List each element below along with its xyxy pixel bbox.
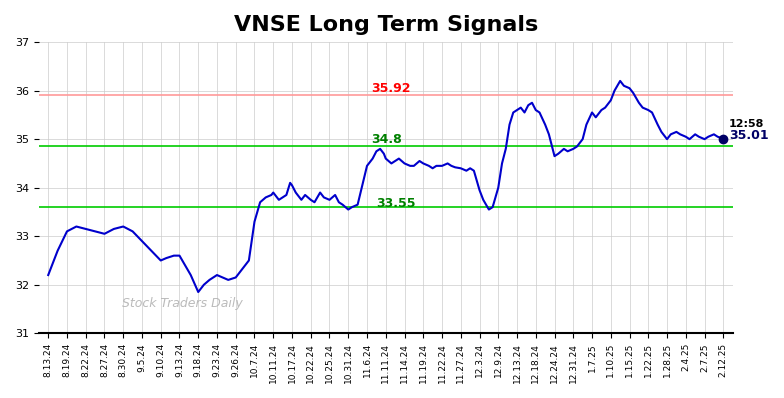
Text: 34.8: 34.8 bbox=[371, 133, 401, 146]
Text: 12:58: 12:58 bbox=[729, 119, 764, 129]
Text: 35.01: 35.01 bbox=[729, 129, 768, 142]
Text: 33.55: 33.55 bbox=[376, 197, 416, 210]
Text: 35.92: 35.92 bbox=[371, 82, 410, 95]
Title: VNSE Long Term Signals: VNSE Long Term Signals bbox=[234, 15, 538, 35]
Text: Stock Traders Daily: Stock Traders Daily bbox=[122, 297, 243, 310]
